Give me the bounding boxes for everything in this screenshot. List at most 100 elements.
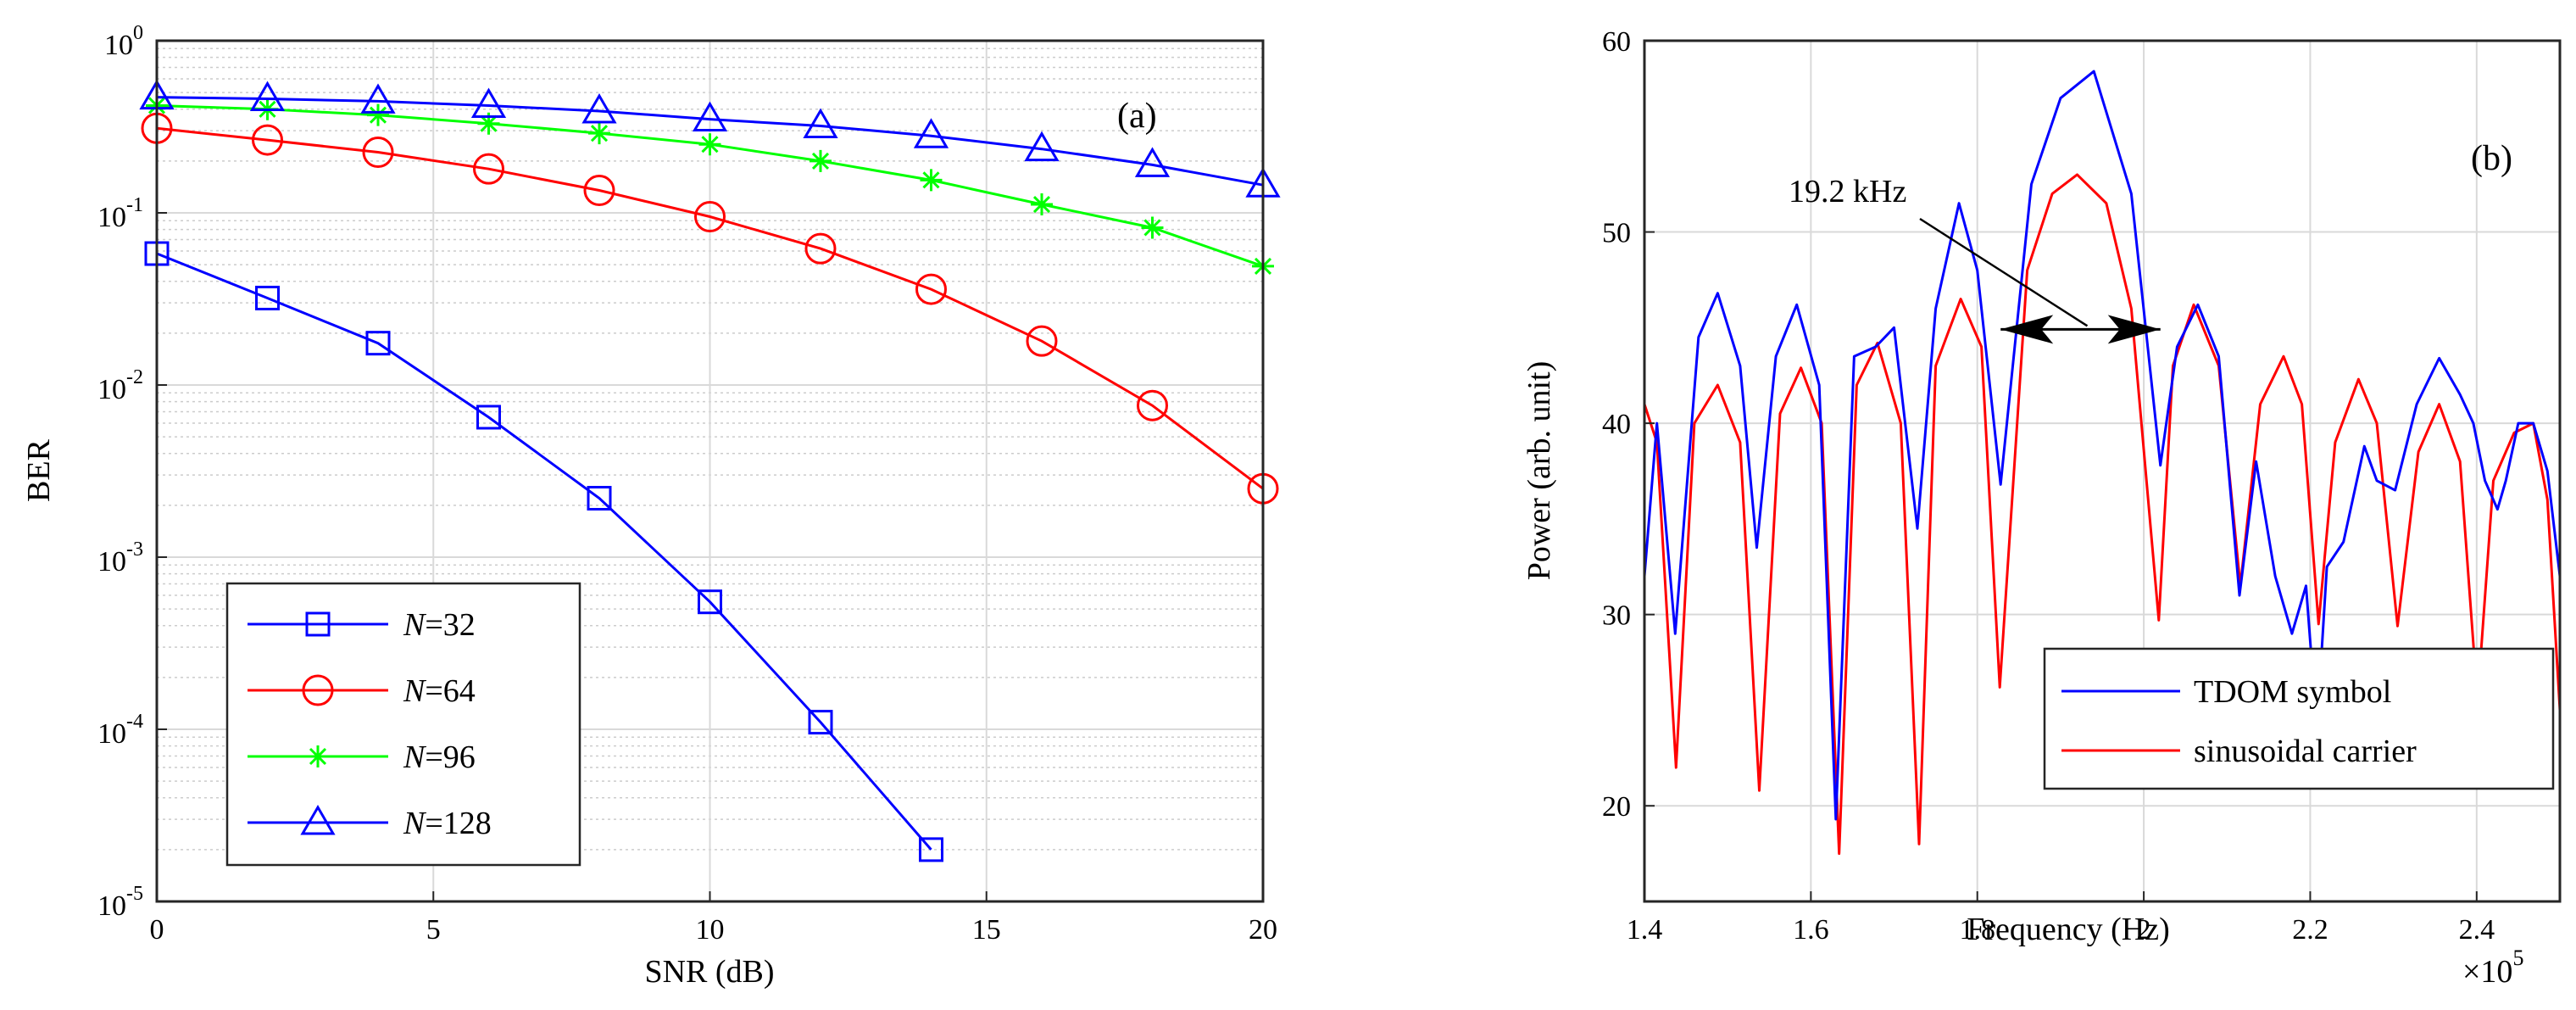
data-point <box>810 149 832 172</box>
annotation-label: 19.2 kHz <box>1789 174 1906 209</box>
chart-a-legend: N=32N=64N=96N=128 <box>225 582 581 867</box>
data-point <box>1141 216 1164 239</box>
data-point <box>367 103 389 126</box>
x-tick-label: 2.2 <box>2292 914 2328 946</box>
x-tick-label: 5 <box>426 914 441 946</box>
y-tick-exp: -4 <box>126 711 143 733</box>
legend-label: TDOM symbol <box>2194 674 2391 710</box>
y-tick-base: 10 <box>97 718 126 750</box>
series-line <box>1643 70 2562 821</box>
data-point <box>588 122 610 145</box>
data-point <box>694 201 726 233</box>
data-point <box>919 837 943 862</box>
x-tick-label: 20 <box>1249 914 1277 946</box>
legend-label-val: =64 <box>425 673 475 709</box>
data-point <box>252 124 283 156</box>
y-tick-base: 10 <box>97 374 126 405</box>
legend-label: N=128 <box>403 806 492 841</box>
data-point <box>583 175 615 207</box>
legend-label: N=96 <box>403 739 476 775</box>
chart-a-panel-label: (a) <box>1117 97 1157 136</box>
y-tick-label: 20 <box>1602 791 1631 823</box>
data-point <box>365 331 391 356</box>
data-point <box>808 710 833 735</box>
y-tick-exp: 0 <box>133 22 143 44</box>
data-point <box>476 405 501 430</box>
legend-marker <box>302 674 334 706</box>
data-point <box>692 101 728 132</box>
chart-b-x-multiplier-base: ×10 <box>2462 954 2512 990</box>
data-point <box>1137 389 1168 421</box>
chart-b-ticks: 1.4 1.6 1.8 2 2.2 2.4 20 30 40 50 60 <box>1602 26 2495 946</box>
y-tick-exp: -2 <box>126 366 143 388</box>
x-tick-label: 1.8 <box>1959 914 1995 946</box>
data-point <box>803 108 838 138</box>
x-tick-label: 10 <box>696 914 725 946</box>
chart-a-ylabel: BER <box>21 438 57 502</box>
series-line <box>156 96 1264 187</box>
legend-marker <box>300 805 336 835</box>
y-tick-label: 10-3 <box>97 538 143 578</box>
legend-label: N=32 <box>403 607 476 643</box>
chart-b-annotation: 19.2 kHz <box>1789 174 2161 344</box>
y-tick-exp: -1 <box>126 194 143 216</box>
chart-b: 1.4 1.6 1.8 2 2.2 2.4 20 30 40 50 60 Frequency (Hz… <box>1522 26 2562 990</box>
x-tick-label: 1.6 <box>1793 914 1829 946</box>
data-point <box>698 589 722 615</box>
chart-b-panel-label: (b) <box>2471 139 2512 178</box>
y-tick-base: 10 <box>97 890 126 922</box>
data-point <box>249 81 286 111</box>
y-tick-label: 50 <box>1602 218 1631 249</box>
data-point <box>1026 325 1058 357</box>
chart-b-series <box>1643 70 2562 856</box>
legend-marker <box>307 745 329 767</box>
y-tick-label: 60 <box>1602 26 1631 58</box>
legend-box <box>225 582 581 867</box>
chart-b-x-multiplier: ×105 <box>2462 946 2523 990</box>
legend-label-val: =128 <box>425 806 491 841</box>
data-point <box>362 137 394 169</box>
chart-b-ylabel: Power (arb. unit) <box>1522 361 1557 581</box>
x-tick-label: 1.4 <box>1627 914 1663 946</box>
chart-b-x-multiplier-exp: 5 <box>2512 946 2523 970</box>
legend-label-var: N <box>403 607 427 643</box>
y-tick-base: 10 <box>97 546 126 578</box>
series-line <box>1643 173 2562 856</box>
y-tick-base: 10 <box>104 30 133 61</box>
legend-label-var: N <box>403 673 427 709</box>
data-point <box>698 133 721 156</box>
chart-a-series <box>139 79 1281 862</box>
legend-label: N=64 <box>403 673 476 709</box>
data-point <box>255 285 280 310</box>
y-tick-label: 10-2 <box>97 366 143 405</box>
chart-b-xlabel: Frequency (Hz) <box>1967 912 2170 947</box>
annotation-arrowhead-left <box>2000 315 2054 344</box>
y-tick-base: 10 <box>97 202 126 233</box>
legend-box <box>2043 647 2555 790</box>
legend-marker <box>305 611 331 637</box>
y-tick-label: 30 <box>1602 600 1631 632</box>
data-point <box>470 87 507 118</box>
y-tick-label: 100 <box>104 22 143 61</box>
legend-label-var: N <box>403 806 427 841</box>
y-tick-label: 10-4 <box>97 711 143 750</box>
legend-label-val: =32 <box>425 607 475 643</box>
annotation-leader-line <box>1919 217 2089 327</box>
data-point <box>1031 193 1053 216</box>
chart-b-axes-box <box>1643 39 2562 903</box>
y-tick-exp: -5 <box>126 883 143 905</box>
x-tick-label: 0 <box>150 914 164 946</box>
data-point <box>1024 131 1060 162</box>
data-point <box>477 112 500 135</box>
legend-label-var: N <box>403 739 427 775</box>
chart-a-xlabel: SNR (dB) <box>644 954 774 990</box>
x-tick-label: 2.4 <box>2459 914 2495 946</box>
data-point <box>1134 147 1171 177</box>
y-tick-label: 40 <box>1602 409 1631 440</box>
annotation-arrowhead-right <box>2107 315 2161 344</box>
legend-label: sinusoidal carrier <box>2194 734 2417 769</box>
chart-b-legend: TDOM symbol sinusoidal carrier <box>2043 647 2555 790</box>
